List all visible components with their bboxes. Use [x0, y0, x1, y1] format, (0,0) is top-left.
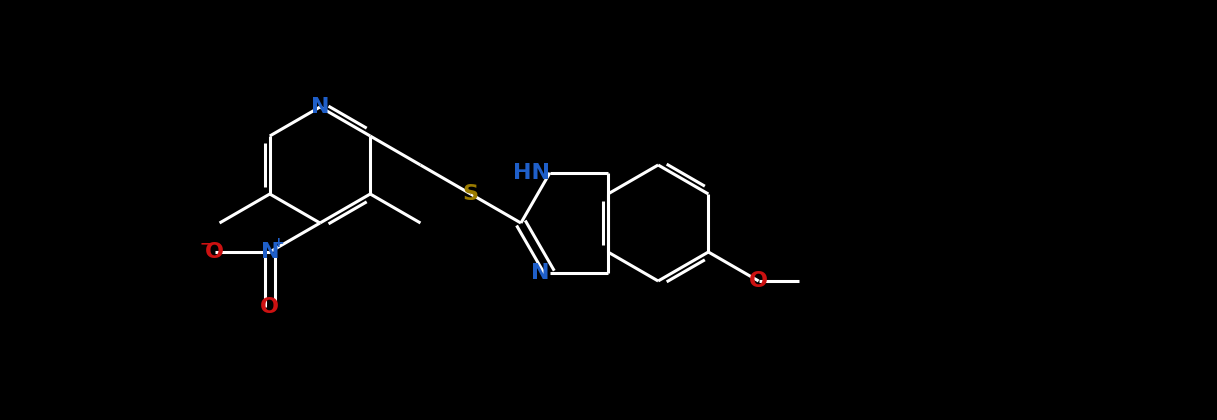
Text: N: N [260, 242, 279, 262]
Text: O: O [750, 271, 768, 291]
Text: +: + [273, 236, 285, 250]
Text: −: − [200, 236, 212, 250]
Text: N: N [532, 263, 550, 283]
Text: O: O [206, 242, 224, 262]
Text: O: O [260, 297, 279, 317]
Text: HN: HN [512, 163, 550, 183]
Text: N: N [310, 97, 330, 117]
Text: S: S [462, 184, 478, 204]
